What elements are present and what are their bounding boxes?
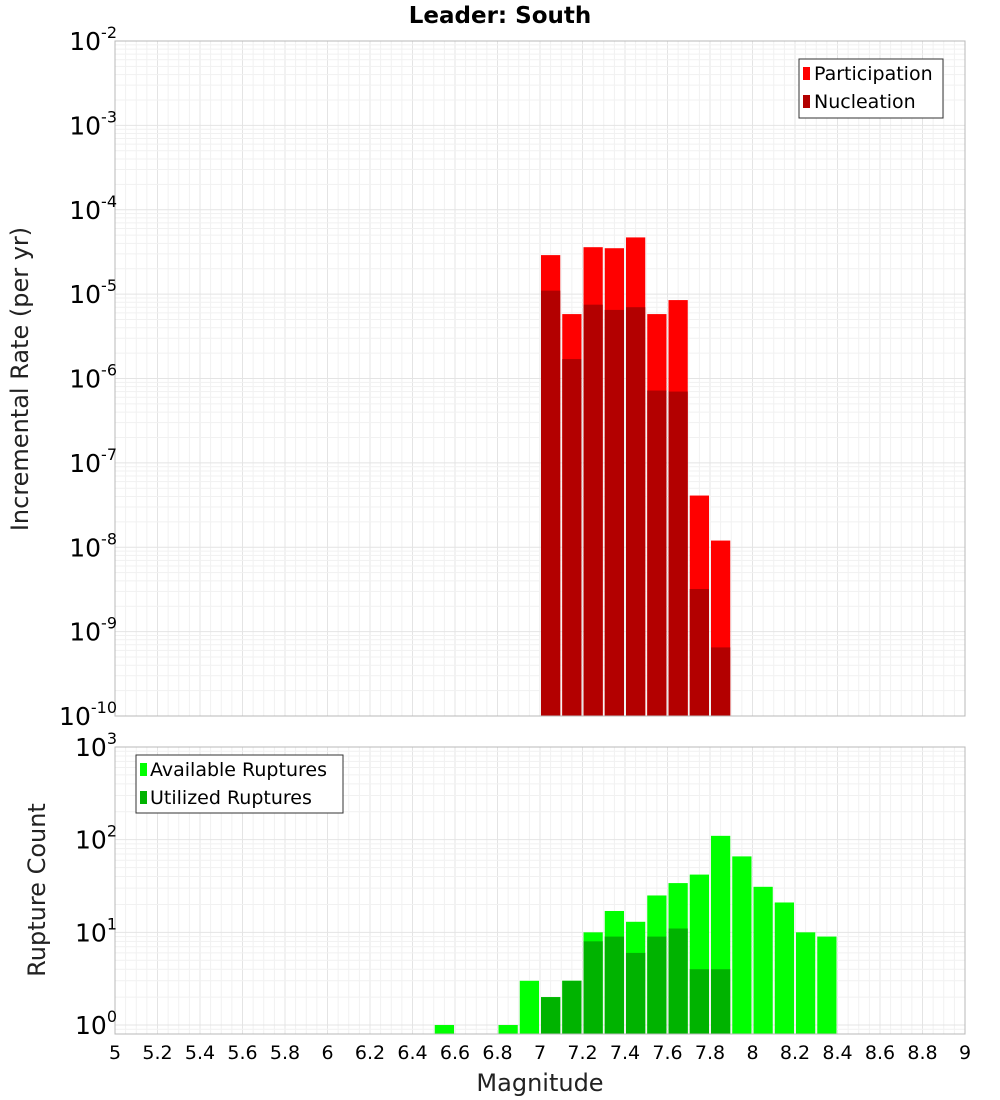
x-tick-labels: 5 5.2 5.4 5.6 5.8 6 6.2 6.4 6.6 6.8 7 7.2 7.4 7.6 7.8 8… xyxy=(109,1042,971,1064)
available-ruptures-bar xyxy=(498,1025,518,1034)
rate-y-tick-label: 10-2 xyxy=(69,23,117,56)
nucleation-bar xyxy=(583,304,603,716)
x-tick-label: 6.2 xyxy=(355,1042,385,1064)
x-tick-label: 5.6 xyxy=(227,1042,257,1064)
count-y-tick-label: 103 xyxy=(75,729,117,762)
x-tick-label: 7.4 xyxy=(610,1042,640,1064)
nucleation-bar xyxy=(647,390,667,716)
utilized-ruptures-bar xyxy=(562,980,582,1034)
count-grid xyxy=(114,747,966,1035)
rate-y-tick-label: 10-8 xyxy=(69,529,117,562)
utilized-ruptures-swatch xyxy=(140,791,147,804)
nucleation-swatch xyxy=(803,95,810,108)
utilized-ruptures-bar xyxy=(604,936,624,1034)
x-tick-label: 6 xyxy=(321,1042,333,1064)
available-ruptures-bar xyxy=(519,980,539,1034)
rate-y-tick-label: 10-7 xyxy=(69,445,117,478)
available-ruptures-bar xyxy=(774,902,794,1034)
rate-y-tick-label: 10-10 xyxy=(59,698,117,731)
rate-legend-box xyxy=(798,58,944,119)
rate-y-tick-label: 10-5 xyxy=(69,276,117,309)
count-y-ticks: 103 102 101 100 xyxy=(75,729,117,1040)
available-ruptures-bar xyxy=(796,932,816,1034)
utilized-ruptures-bar xyxy=(583,941,603,1034)
nucleation-bar xyxy=(541,290,561,716)
rate-panel: 10-2 10-3 10-4 10-5 10-6 10-7 10-8 10-9 10-10 In… xyxy=(6,23,966,731)
nucleation-bar xyxy=(604,309,624,716)
x-tick-label: 9 xyxy=(959,1042,971,1064)
nucleation-bar xyxy=(562,359,582,716)
x-tick-label: 6.6 xyxy=(440,1042,470,1064)
rate-legend: Participation Nucleation xyxy=(798,58,944,119)
nucleation-bar xyxy=(668,391,688,716)
available-ruptures-swatch xyxy=(140,763,147,776)
available-ruptures-bar xyxy=(434,1025,454,1034)
rate-y-tick-label: 10-4 xyxy=(69,192,117,225)
utilized-ruptures-bar xyxy=(689,969,709,1034)
x-tick-label: 5 xyxy=(109,1042,121,1064)
x-tick-label: 7.8 xyxy=(695,1042,725,1064)
count-y-tick-label: 102 xyxy=(75,822,117,855)
utilized-ruptures-bar xyxy=(711,969,731,1034)
rate-y-tick-label: 10-3 xyxy=(69,107,117,140)
x-tick-label: 5.8 xyxy=(270,1042,300,1064)
available-ruptures-bar xyxy=(753,886,773,1034)
x-tick-label: 8.8 xyxy=(907,1042,937,1064)
x-tick-label: 6.4 xyxy=(397,1042,427,1064)
rate-plot-frame xyxy=(114,40,966,717)
x-tick-label: 5.2 xyxy=(142,1042,172,1064)
count-y-tick-label: 100 xyxy=(75,1007,117,1040)
count-panel: 103 102 101 100 Rupture Count Available Rup… xyxy=(23,729,966,1040)
utilized-ruptures-bar xyxy=(647,936,667,1034)
utilized-ruptures-bar xyxy=(626,952,646,1034)
x-tick-label: 5.4 xyxy=(185,1042,215,1064)
x-tick-label: 7.6 xyxy=(652,1042,682,1064)
available-ruptures-legend-label: Available Ruptures xyxy=(150,759,327,781)
count-plot-frame xyxy=(114,746,966,1035)
nucleation-legend-label: Nucleation xyxy=(814,91,916,113)
utilized-ruptures-bar xyxy=(541,997,561,1034)
available-ruptures-bar xyxy=(732,856,752,1034)
rate-y-tick-label: 10-6 xyxy=(69,361,117,394)
chart-title: Leader: South xyxy=(409,3,592,29)
rate-y-axis-label: Incremental Rate (per yr) xyxy=(6,227,34,531)
count-y-tick-label: 101 xyxy=(75,914,117,947)
x-tick-label: 8.6 xyxy=(865,1042,895,1064)
utilized-ruptures-bar xyxy=(668,928,688,1034)
count-legend-box xyxy=(135,754,344,814)
x-tick-label: 8.2 xyxy=(780,1042,810,1064)
rate-y-ticks: 10-2 10-3 10-4 10-5 10-6 10-7 10-8 10-9 10-10 xyxy=(59,23,117,731)
x-tick-label: 8.4 xyxy=(822,1042,852,1064)
x-tick-label: 7 xyxy=(534,1042,546,1064)
nucleation-bar xyxy=(711,647,731,716)
rate-y-tick-label: 10-9 xyxy=(69,614,117,647)
x-axis-label: Magnitude xyxy=(476,1069,603,1097)
x-tick-label: 7.2 xyxy=(567,1042,597,1064)
x-tick-label: 6.8 xyxy=(482,1042,512,1064)
count-y-axis-label: Rupture Count xyxy=(23,803,51,977)
participation-legend-label: Participation xyxy=(814,63,933,85)
participation-swatch xyxy=(803,67,810,80)
count-bars xyxy=(434,835,837,1034)
x-tick-label: 8 xyxy=(746,1042,758,1064)
available-ruptures-bar xyxy=(817,936,837,1034)
nucleation-bar xyxy=(626,307,646,716)
rate-bars xyxy=(541,237,731,717)
utilized-ruptures-legend-label: Utilized Ruptures xyxy=(150,787,312,809)
rate-grid xyxy=(114,41,966,717)
nucleation-bar xyxy=(689,589,709,716)
count-legend: Available Ruptures Utilized Ruptures xyxy=(135,754,344,814)
